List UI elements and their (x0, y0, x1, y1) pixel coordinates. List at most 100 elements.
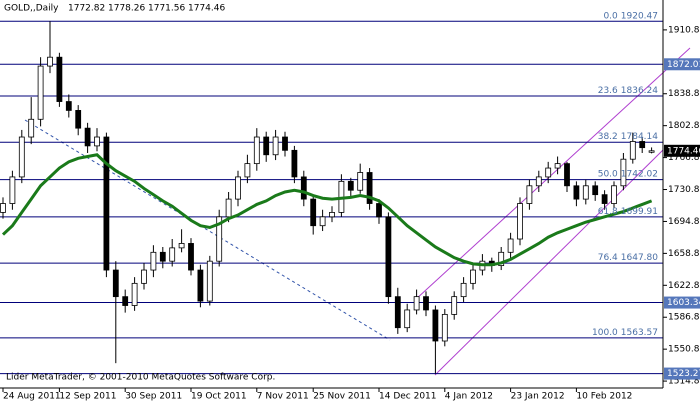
candle-body (385, 216, 392, 298)
candle-body (282, 136, 288, 151)
candle-body (507, 238, 514, 253)
candle-body (376, 203, 382, 218)
x-tick-label: 4 Jan 2012 (445, 392, 493, 402)
candle-body (159, 251, 166, 262)
trend-line (24, 119, 391, 341)
moving-average (1, 153, 653, 267)
candle-body (639, 141, 646, 149)
candle-body (413, 296, 420, 311)
fibo-ratio: 38.2 (598, 132, 618, 142)
candle-body (601, 194, 608, 204)
y-tick-label: 1550.80 (668, 345, 700, 355)
fibo-label: 50.0 1742.02 (598, 169, 658, 179)
header-low: 1771.56 (148, 4, 185, 14)
candle-body (169, 247, 176, 262)
y-tick-label: 1766.80 (668, 153, 700, 163)
candle-body (423, 296, 429, 311)
candle-body (347, 180, 354, 191)
candle-body (432, 309, 439, 342)
y-tick-label: 1910.80 (668, 25, 700, 35)
candle-body (526, 185, 533, 204)
fibo-label: 23.6 1836.24 (598, 86, 659, 96)
candle-body (0, 203, 6, 213)
x-tick-label: 24 Aug 2011 (3, 392, 61, 402)
fibo-price: 1563.57 (621, 327, 658, 337)
candle-body (103, 136, 110, 271)
candle-body (56, 56, 63, 102)
candle-body (535, 176, 542, 187)
candle-body (272, 136, 279, 156)
candle-body (498, 251, 505, 267)
candle-body (94, 136, 100, 147)
y-tick-label: 1694.80 (668, 217, 700, 227)
candle-body (554, 163, 561, 169)
x-tick-label: 14 Dec 2011 (379, 392, 437, 402)
candle-body (131, 282, 138, 306)
candle-body (122, 296, 129, 306)
x-tick-label: 19 Oct 2011 (191, 392, 247, 402)
candle-body (592, 185, 599, 196)
y-tick-label: 1514.80 (668, 377, 700, 387)
candle-body (188, 243, 194, 271)
price-level-box (664, 367, 700, 380)
x-tick-label: 23 Jan 2012 (511, 392, 565, 402)
price-level-label: 1523.27 (667, 369, 700, 379)
candle-body (9, 176, 16, 204)
fibo-price: 1647.80 (621, 253, 658, 263)
symbol: GOLD,,Daily (4, 4, 59, 14)
header-close: 1774.46 (188, 4, 225, 14)
candle-body (225, 198, 232, 218)
fibo-price: 1699.91 (621, 206, 658, 216)
y-tick-label: 1730.80 (668, 185, 700, 195)
fibo-ratio: 50.0 (598, 169, 618, 179)
candle-body (291, 149, 298, 178)
last-price-box (664, 144, 700, 157)
candle-body (366, 172, 373, 204)
candle-body (582, 185, 589, 200)
price-level-label: 1603.34 (667, 298, 700, 308)
fibo-ratio: 61.8 (598, 206, 618, 216)
candle-body (404, 309, 411, 329)
fibo-ratio: 100.0 (592, 327, 618, 337)
candle-body (310, 198, 317, 227)
candle-body (235, 176, 241, 200)
candle-body (216, 216, 223, 262)
candle-body (150, 251, 157, 271)
candle-body (545, 167, 552, 178)
y-tick-label: 1658.80 (668, 249, 700, 259)
price-level-label: 1872.01 (667, 60, 700, 70)
candle-body (394, 296, 401, 329)
candle-body (28, 118, 35, 138)
candle-body (37, 65, 44, 120)
y-tick-label: 1586.80 (668, 313, 700, 323)
candle-body (141, 269, 147, 284)
candle-body (263, 136, 270, 156)
plot (0, 20, 663, 375)
header-high: 1778.26 (108, 4, 145, 14)
x-tick-label: 7 Nov 2011 (257, 392, 309, 402)
fibo-label: 38.2 1784.14 (598, 132, 659, 142)
last-price-label: 1774.46 (667, 146, 700, 156)
fibo-ratio: 23.6 (598, 86, 618, 96)
header-open: 1772.82 (68, 4, 105, 14)
fibo-label: 61.8 1699.91 (598, 206, 658, 216)
candle-body (319, 216, 326, 227)
x-tick-label: 12 Sep 2011 (59, 392, 116, 402)
candle-body (329, 212, 335, 218)
x-tick-label: 10 Feb 2012 (576, 392, 632, 402)
fibo-label: 100.0 1563.57 (592, 327, 658, 337)
candle-body (648, 150, 655, 153)
candle-body (573, 185, 580, 200)
candle-body (357, 172, 364, 191)
candle-body (178, 243, 185, 249)
fibo-price: 1920.47 (621, 11, 658, 21)
fibo-label: 76.4 1647.80 (598, 253, 659, 263)
candle-body (629, 141, 636, 160)
channel-line (414, 47, 691, 301)
fibo-price: 1836.24 (621, 86, 658, 96)
candle-body (517, 203, 523, 240)
candle-body (18, 136, 25, 178)
